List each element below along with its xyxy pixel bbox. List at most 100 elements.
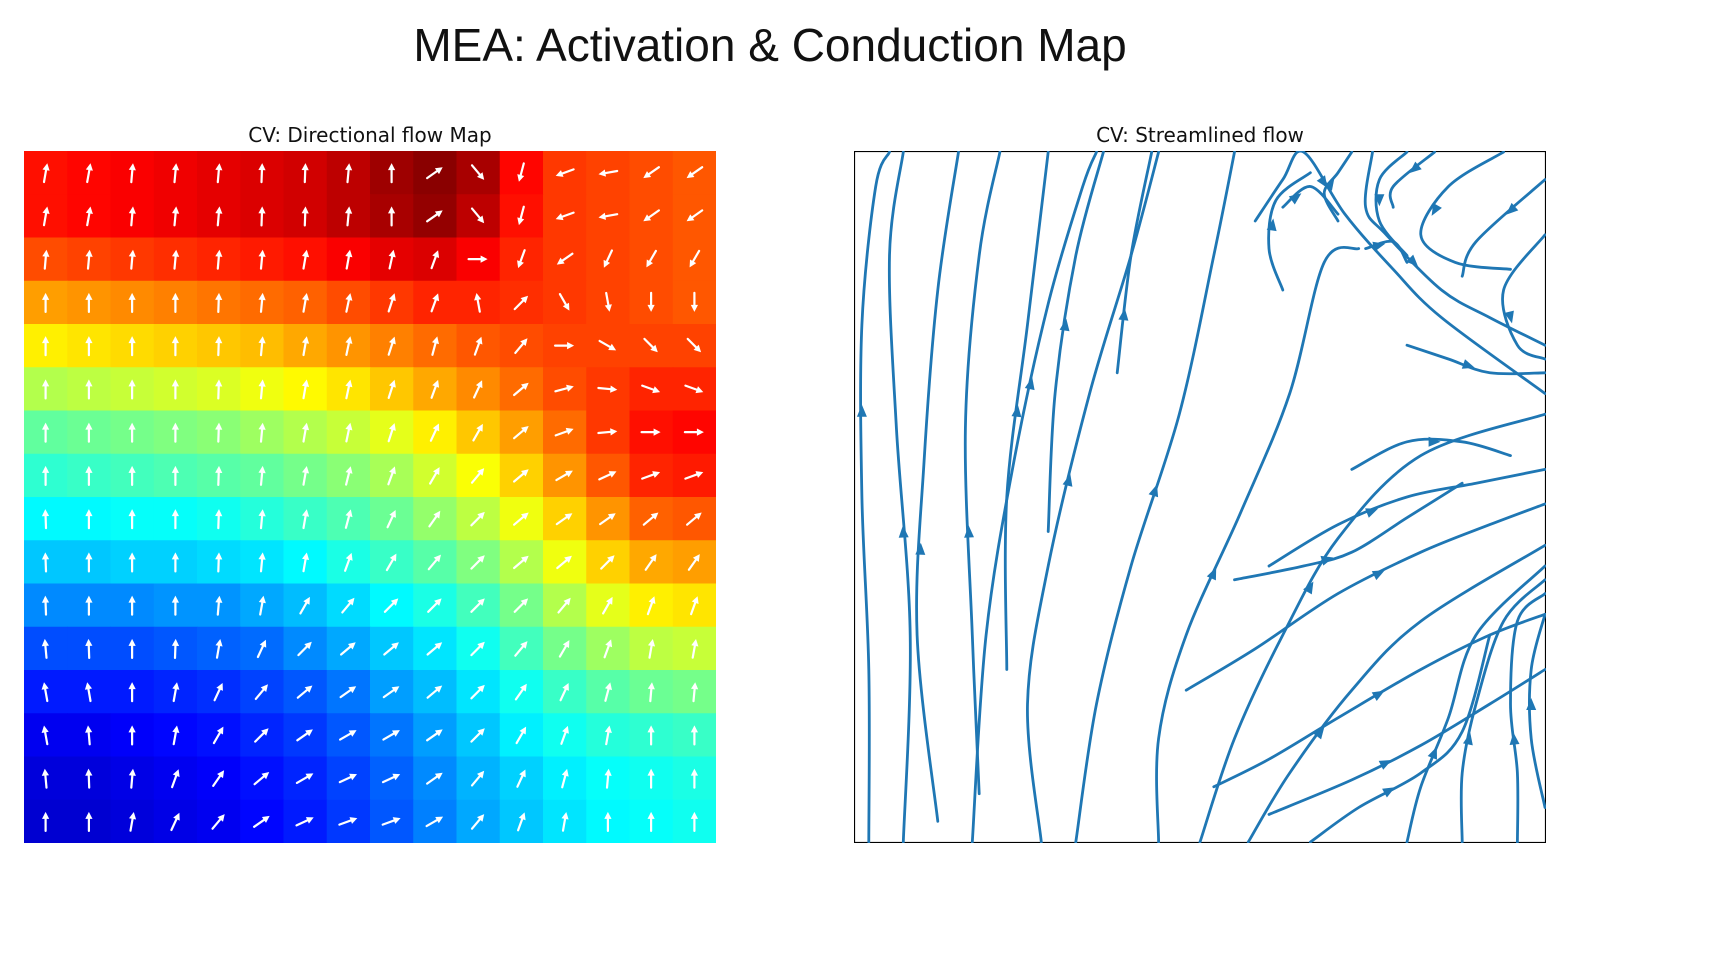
flow-arrow (172, 163, 180, 184)
streamline-arrowhead (1409, 161, 1422, 174)
flow-arrow (604, 291, 612, 312)
flow-arrow (513, 426, 529, 440)
flow-arrow (212, 770, 225, 788)
flow-arrow (128, 768, 136, 789)
heatmap-title: CV: Directional flow Map (248, 123, 492, 147)
flow-arrow (559, 683, 569, 702)
flow-arrow (686, 166, 704, 179)
flow-arrow (215, 509, 223, 530)
streamline-arrowhead (856, 404, 867, 417)
flow-arrow (215, 163, 223, 184)
flow-arrow (557, 597, 571, 614)
flow-arrow (215, 249, 223, 270)
flow-arrow (382, 686, 400, 699)
flow-arrow (470, 770, 485, 787)
flow-arrow (684, 471, 704, 480)
flow-arrow (344, 552, 353, 572)
streamline-arrowhead (1303, 581, 1314, 595)
flow-arrow (427, 554, 441, 571)
flow-arrow (604, 682, 612, 702)
streamline (1509, 592, 1546, 843)
flow-arrow (603, 249, 614, 268)
flow-arrow (426, 772, 443, 785)
streamline (1253, 151, 1546, 395)
flow-arrow (297, 641, 312, 657)
flow-arrow (85, 422, 93, 443)
flow-arrow (642, 512, 659, 526)
flow-arrow (338, 817, 358, 826)
flow-arrow (345, 206, 353, 227)
flow-arrow (171, 638, 180, 659)
flow-arrow (296, 729, 313, 742)
flow-arrow (641, 384, 661, 394)
flow-arrow (85, 725, 93, 746)
flow-arrow (387, 336, 396, 356)
flow-arrow (556, 555, 572, 570)
streamline-arrowhead (1428, 436, 1441, 447)
page-title: MEA: Activation & Conduction Map (413, 19, 1127, 71)
flow-arrow (388, 163, 396, 184)
flow-arrow (604, 768, 612, 789)
streamline-arrowhead (1059, 318, 1070, 332)
flow-arrow (85, 552, 93, 573)
flow-arrow (171, 465, 179, 486)
streamline (1501, 233, 1546, 361)
streamline (970, 151, 1098, 843)
flow-arrow (598, 212, 619, 220)
streamline (887, 151, 912, 843)
streamline-arrowhead (1504, 310, 1514, 324)
flow-arrow (42, 422, 50, 443)
flow-arrow (517, 249, 526, 269)
flow-arrow (685, 512, 702, 526)
flow-arrow (646, 249, 658, 268)
flow-arrow (41, 595, 50, 616)
flow-arrow (555, 513, 573, 526)
streamline (1267, 668, 1546, 816)
streamline (1184, 502, 1546, 692)
flow-arrow (556, 252, 574, 265)
streamline-arrowhead (1024, 377, 1035, 391)
flow-arrow (302, 422, 310, 443)
streamline (1198, 412, 1546, 843)
flow-arrow (41, 509, 50, 530)
flow-arrow (517, 812, 526, 832)
flow-arrow (689, 596, 699, 616)
flow-arrow (295, 773, 314, 785)
streamline-arrowhead (1378, 760, 1392, 770)
streamline-arrowhead (1372, 241, 1386, 252)
flow-arrow (690, 768, 698, 789)
flow-arrow (514, 683, 527, 701)
flow-arrow (341, 597, 355, 614)
flow-arrow (514, 338, 528, 354)
flow-arrow (42, 465, 50, 486)
flow-arrow (467, 255, 488, 263)
heatmap-chart (24, 151, 716, 843)
streamline (1026, 151, 1160, 843)
flow-arrow (470, 814, 485, 830)
flow-arrow (387, 466, 396, 486)
flow-arrow (640, 428, 661, 436)
flow-arrow (555, 470, 573, 482)
flow-arrow (338, 773, 357, 784)
flow-arrow (429, 423, 440, 442)
flow-arrow (128, 552, 136, 573)
flow-arrow (41, 682, 49, 703)
flow-arrow (383, 598, 399, 613)
flow-arrow (256, 639, 267, 659)
flow-arrow (258, 595, 266, 616)
flow-arrow (345, 249, 353, 270)
flow-arrow (470, 728, 485, 743)
flow-arrow (513, 555, 529, 570)
flow-arrow (215, 422, 223, 443)
streamline (1460, 178, 1546, 278)
flow-arrow (427, 598, 442, 613)
flow-arrow (85, 206, 93, 227)
streamline-arrowhead (1206, 567, 1217, 581)
flow-arrow (128, 638, 136, 659)
flow-arrow (513, 382, 529, 397)
flow-arrow (470, 164, 485, 180)
flow-arrow (473, 380, 483, 399)
flow-arrow (84, 682, 92, 703)
flow-arrow (128, 379, 136, 400)
flow-arrow (684, 384, 704, 394)
